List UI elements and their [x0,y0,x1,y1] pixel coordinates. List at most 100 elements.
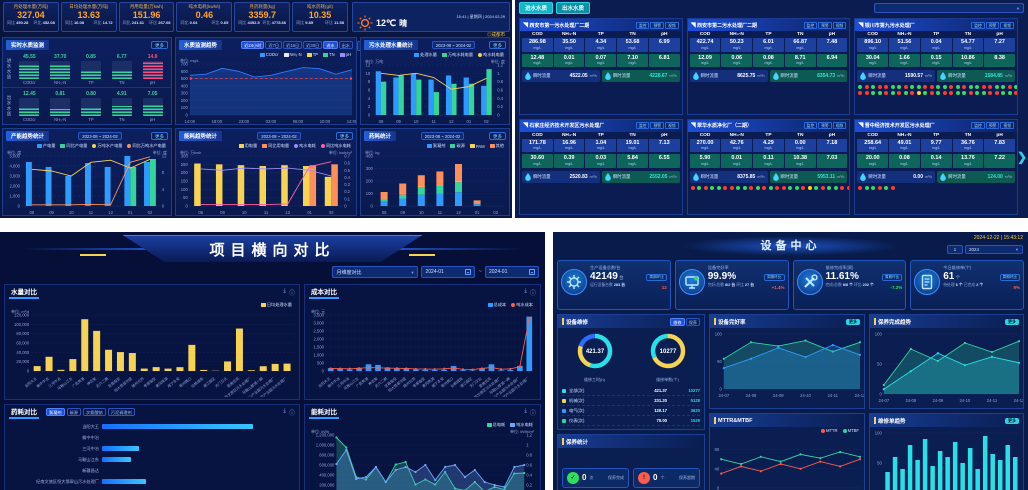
chemical-tab-絮凝剂[interactable]: 絮凝剂 [46,408,65,416]
trend-tab-近24小时[interactable]: 近24小时 [241,40,265,49]
trend-tab-近15日[interactable]: 近15日 [283,40,303,49]
status-dot [762,185,767,190]
station-button-预警[interactable]: 预警 [650,21,665,29]
station-button-监控[interactable]: 监控 [803,122,818,129]
col-header: COD [532,132,543,138]
ok-rate-chart: 0 50 100 24-07 24-08 24-09 24-10 24-11 24-12 [710,328,864,408]
station-button-预警[interactable]: 预警 [650,122,665,129]
more-button[interactable]: 更多 [151,40,168,49]
info-icon[interactable]: ⓘ [529,290,536,297]
station-button-视频[interactable]: 视频 [1000,21,1014,29]
repair-tabs: 维修 保养 [670,317,700,326]
cell-unit: mg/L [868,146,877,151]
station-button-预警[interactable]: 预警 [818,21,832,29]
gauge-value: 0.85 [86,53,96,60]
svg-text:0.8: 0.8 [497,79,503,84]
station-button-视频[interactable]: 视频 [665,21,679,29]
date-to-picker[interactable]: 2024-01 [485,266,539,278]
info-icon[interactable]: ⓘ [288,410,295,417]
legend-item: 絮凝剂 [426,143,445,149]
more-button[interactable]: 更多 [846,318,860,325]
station-button-视频[interactable]: 视频 [665,122,679,129]
trend-tab-近30日[interactable]: 近30日 [303,40,323,49]
value-cell: 1.04 mg/L [585,138,617,153]
info-icon[interactable]: ⓘ [288,290,295,297]
kpi-sub-yoy: 同比 0.64 [180,20,198,26]
datetime-city: 15:41 | 星期四 | 2024.02.29 ◎成都市 [456,5,505,41]
more-button[interactable]: 更多 [151,131,168,140]
flow-label: 瞬时流量 [948,73,966,79]
legend-swatch [320,144,325,148]
chemical-tab-次氯酸钠[interactable]: 次氯酸钠 [82,408,106,416]
station-button-视频[interactable]: 视频 [1000,122,1014,129]
station-button-监控[interactable]: 监控 [635,122,650,129]
cell-unit: mg/L [701,45,710,50]
status-dot [916,85,921,90]
station-button-监控[interactable]: 监控 [971,122,985,129]
tab-influent-quality[interactable]: 进水水质 [519,2,554,14]
value-cell: 5.84 mg/L [617,154,648,168]
flow-tab-进水[interactable]: 进水 [323,40,338,49]
repair-tab-保养[interactable]: 保养 [685,317,700,326]
gauge-label: pH [149,79,156,85]
title-accent [714,417,716,424]
water-stats-chart: 单位: 万吨 单位: 度 0 2 4 6 8 10 12 0 0.2 0.4 0.6 0.8 1 1.2 08 0… [361,59,509,124]
station-button-预警[interactable]: 预警 [985,122,1000,129]
date-range[interactable]: 2023-08 ~ 2024-02 [431,40,476,49]
more-button[interactable]: 更多 [1005,318,1019,325]
download-icon[interactable]: ⤓ [283,407,286,414]
info-icon[interactable]: ⓘ [529,410,536,417]
pager-box[interactable]: 1 [947,245,963,254]
station-button-监控[interactable]: 监控 [971,21,985,29]
gauge-bar [80,97,101,116]
date-range[interactable]: 2023-08 ~ 2024-02 [420,131,465,140]
more-button[interactable]: 更多 [489,40,506,49]
station-button-视频[interactable]: 视频 [832,122,847,129]
station-button-预警[interactable]: 预警 [818,122,832,129]
tab-effluent-quality[interactable]: 出水水质 [556,2,591,14]
influent-row: 258.64 mg/L 49.01 mg/L 9.77 mg/L 36.76 mg/L 7.83 [855,138,1017,154]
year-select[interactable]: 2024 ▼ [965,245,1023,254]
flow-tab-出水[interactable]: 出水 [338,40,353,49]
maintenance-chip[interactable]: ✓ 0 次 保养完成 [562,467,629,488]
mode-select[interactable]: 月维度对比 ▼ [332,266,419,278]
download-icon[interactable]: ⤓ [524,287,527,294]
legend-swatch [469,144,475,148]
more-button[interactable]: 更多 [1005,417,1019,424]
kpi-card: 吨水电耗(kwh/t) 0.46 同比 0.64 环比 0.65 [176,2,233,32]
cell-unit: mg/L [900,146,909,151]
repair-tab-维修[interactable]: 维修 [670,317,685,326]
svg-text:01: 01 [307,210,312,215]
capacity-legend: 产电量 同比产电量 万吨水产电量 同比万吨水产电量 [3,142,171,150]
more-button[interactable]: 更多 [336,131,353,140]
equipment-kpi-card: 今日维修单(个) 61 个待处理 6 个 已完成 2 个周期环比 9% [910,260,1024,310]
status-dot [736,185,741,190]
carousel-next-icon[interactable]: ❯ [1016,150,1027,164]
panel-maintenance-trend: 保养完成趋势 更多 0 50 100 24-07 24-08 24-09 24-10 24-11… [869,314,1024,409]
hbar-row: 榆中中冶 [7,432,297,443]
station-button-视频[interactable]: 视频 [832,21,847,29]
download-icon[interactable]: ⤓ [283,287,286,294]
flow-unit: m³/h [837,174,845,179]
trend-tab-近7日[interactable]: 近7日 [265,40,283,49]
station-button-监控[interactable]: 监控 [803,21,818,29]
maintenance-chip[interactable]: ! 0 个 保养超期 [633,467,700,488]
more-button[interactable]: 更多 [489,131,506,140]
y-axis-label-right: 单位: kwh/m³ [328,150,352,155]
station-button-监控[interactable]: 监控 [635,21,650,29]
date-from-picker[interactable]: 2024-01 [421,266,476,278]
station-select[interactable]: ▼ [874,3,1024,13]
download-icon[interactable]: ⤓ [524,407,527,414]
hbar-track [102,457,297,462]
cell-value: 9.77 [930,139,942,146]
station-button-预警[interactable]: 预警 [985,21,1000,29]
chemical-tab-碳源[interactable]: 碳源 [66,408,81,416]
date-range[interactable]: 2023-08 ~ 2024-02 [78,131,122,140]
date-range[interactable]: 2023-08 ~ 2024-02 [257,131,301,140]
hbar-track [102,479,297,484]
chemical-tab-污泥调理剂[interactable]: 污泥调理剂 [107,408,135,416]
legend-item: 吨水耗电量 [478,52,504,58]
y-axis-label: 单位: kg [365,150,380,155]
